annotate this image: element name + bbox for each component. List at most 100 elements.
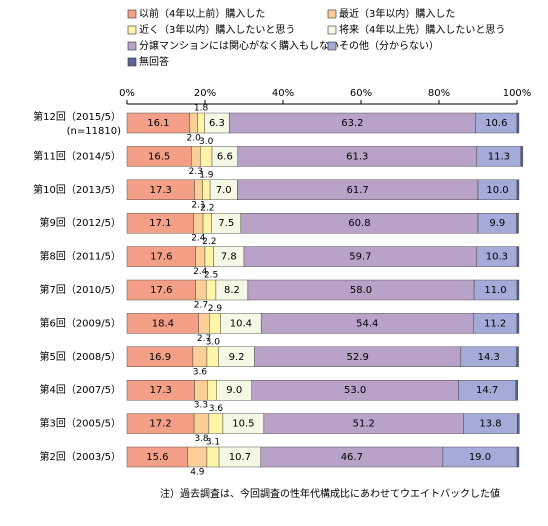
category-label: 第9回（2012/5） [39,216,121,229]
value-label: 1.9 [199,170,214,180]
value-label: 2.4 [191,234,206,244]
bar-segment [204,246,214,267]
value-label: 52.9 [347,352,369,363]
category-label: 第8回（2011/5） [39,250,121,263]
legend-label: 近く（3年以内）購入したいと思う [139,23,295,36]
legend-swatch [327,25,337,35]
value-label: 2.3 [189,167,203,177]
value-label: 59.7 [349,252,371,263]
x-tick-label: 100% [503,88,532,99]
category-label: 第12回（2015/5） [33,110,121,123]
value-label: 11.0 [484,285,506,296]
bar-segment [200,146,213,167]
category-label: 第10回（2013/5） [33,183,121,196]
legend-swatch [127,25,137,35]
value-label: 7.0 [216,185,232,196]
legend-label: 将来（4年以上先）購入したいと思う [339,23,505,36]
value-label: 10.7 [229,452,251,463]
value-label: 3.6 [209,404,224,414]
value-label: 53.0 [344,385,366,396]
category-label: 第2回（2003/5） [39,450,121,463]
value-label: 2.7 [197,334,211,344]
bar-segment [516,179,520,201]
legend-swatch [127,9,137,19]
value-label: 9.0 [226,385,242,396]
value-label: 16.9 [149,352,171,363]
value-label: 10.3 [486,252,508,263]
footnote: 注）過去調査は、今回調査の性年代構成比にあわせてウエイトバックした値 [160,487,500,500]
bar-segment [194,179,203,201]
value-label: 9.9 [489,218,505,229]
bar-segment [206,346,219,367]
legend-label: 分譲マンションには関心がなく購入もしない [139,39,339,52]
value-label: 11.3 [488,151,510,162]
value-label: 3.8 [194,434,209,444]
legend-label: 最近（3年以内）購入した [339,7,455,20]
value-label: 2.5 [204,271,218,281]
value-label: 14.3 [478,352,500,363]
bar-segment [202,212,212,234]
value-label: 7.5 [218,218,234,229]
legend-label: 以前（4年以上前）購入した [139,7,265,20]
value-label: 54.4 [356,318,378,329]
bar-segment [517,413,520,434]
value-label: 3.0 [206,337,221,347]
value-label: 58.0 [350,285,372,296]
x-tick-label: 40% [272,88,294,99]
bar-segment [194,380,208,401]
category-label: 第11回（2014/5） [33,149,121,162]
value-label: 19.0 [469,452,491,463]
bar-segment [195,246,206,267]
bar-segment [206,446,220,468]
bar-segment [516,212,519,234]
value-label: 17.3 [150,385,172,396]
value-label: 1.8 [194,104,209,114]
value-label: 3.0 [199,137,214,147]
bar-segment [198,313,210,334]
bar-segment [192,346,208,367]
category-label: 第7回（2010/5） [39,283,121,296]
bar-segment [195,279,207,301]
bar-segment [191,146,201,167]
value-label: 2.4 [193,267,208,277]
bar-segment [516,346,519,367]
bar-segment [193,212,204,234]
bar-segment [193,413,210,434]
value-label: 60.8 [348,218,370,229]
value-label: 10.0 [486,185,508,196]
value-label: 3.3 [194,401,208,411]
value-label: 63.2 [341,118,363,129]
category-label: 第5回（2008/5） [39,350,121,363]
category-label: 第3回（2005/5） [39,417,121,430]
bar-segment [516,246,520,267]
value-label: 10.6 [485,118,507,129]
value-label: 18.4 [152,318,174,329]
bar-segment [208,413,224,434]
value-label: 10.4 [230,318,252,329]
value-label: 15.6 [146,452,168,463]
x-tick-label: 0% [119,88,135,99]
value-label: 17.6 [150,252,172,263]
value-label: 2.7 [194,301,208,311]
bar-segment [197,112,205,134]
bar-segment [202,179,211,201]
value-label: 13.8 [479,419,501,430]
value-label: 61.3 [346,151,368,162]
bar-segment [207,380,217,401]
value-label: 9.2 [229,352,245,363]
value-label: 2.1 [191,200,205,210]
legend-swatch [127,57,137,67]
legend-swatch [127,41,137,51]
bar-segment [516,279,520,301]
bar-segment [516,313,520,334]
value-label: 4.9 [190,468,205,478]
legend-swatch [327,9,337,19]
category-label: 第6回（2009/5） [39,316,121,329]
legend-swatch [327,41,337,51]
bar-segment [187,446,208,468]
value-label: 11.2 [484,318,506,329]
value-label: 2.2 [200,204,214,214]
legend-label: その他（分からない） [339,39,439,52]
value-label: 3.1 [206,438,220,448]
value-label: 61.7 [347,185,369,196]
